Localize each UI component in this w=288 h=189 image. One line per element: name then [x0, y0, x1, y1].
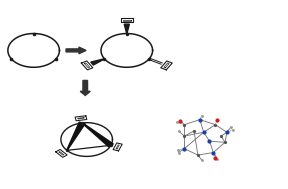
Polygon shape — [80, 81, 90, 95]
Polygon shape — [124, 24, 129, 33]
Polygon shape — [91, 59, 105, 65]
Polygon shape — [67, 122, 85, 150]
Polygon shape — [66, 47, 86, 54]
Polygon shape — [82, 123, 113, 147]
